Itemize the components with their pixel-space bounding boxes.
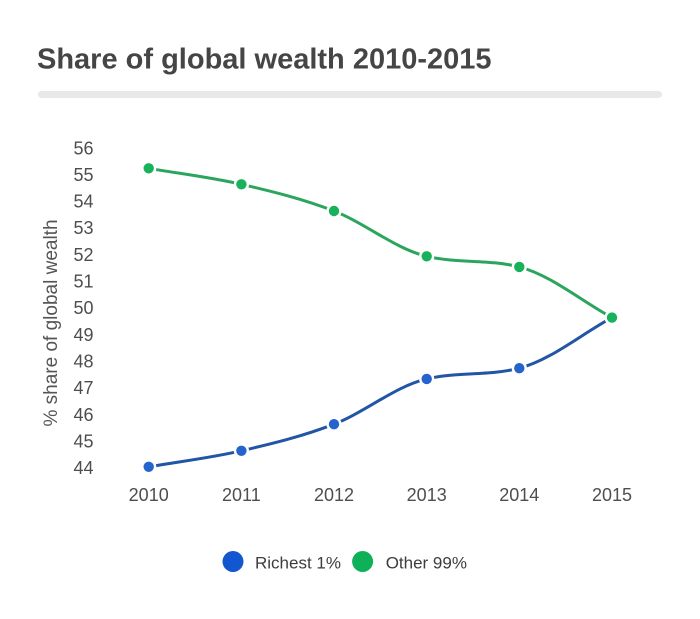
svg-text:Other 99%: Other 99% <box>386 553 467 572</box>
svg-text:56: 56 <box>73 138 93 158</box>
svg-text:51: 51 <box>73 272 93 292</box>
svg-text:Share of global wealth 2010-20: Share of global wealth 2010-2015 <box>37 44 492 76</box>
svg-text:49: 49 <box>73 325 93 345</box>
svg-text:% share of global wealth: % share of global wealth <box>41 219 62 426</box>
svg-text:47: 47 <box>73 378 93 398</box>
svg-text:53: 53 <box>73 218 93 238</box>
svg-text:46: 46 <box>73 405 93 425</box>
svg-text:55: 55 <box>73 165 93 185</box>
svg-text:50: 50 <box>73 298 93 318</box>
svg-text:Richest 1%: Richest 1% <box>255 553 341 572</box>
svg-text:2015: 2015 <box>592 485 632 505</box>
svg-text:45: 45 <box>73 431 93 451</box>
svg-text:44: 44 <box>73 458 93 478</box>
svg-text:2010: 2010 <box>129 485 169 505</box>
svg-text:2013: 2013 <box>407 485 447 505</box>
svg-text:48: 48 <box>73 352 93 372</box>
svg-text:54: 54 <box>73 192 93 212</box>
svg-text:2014: 2014 <box>499 485 539 505</box>
svg-text:52: 52 <box>73 245 93 265</box>
svg-text:2011: 2011 <box>222 485 261 505</box>
svg-text:2012: 2012 <box>314 485 354 505</box>
